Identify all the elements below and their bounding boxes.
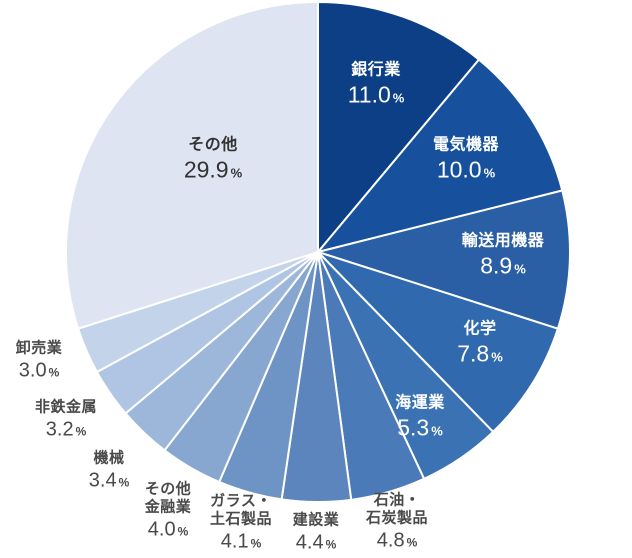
pie-slice-1[interactable] xyxy=(317,58,564,253)
pie-slice-3[interactable] xyxy=(317,251,559,433)
pie-slice-0[interactable] xyxy=(317,1,480,253)
pie-slice-12[interactable] xyxy=(65,1,319,330)
pie-slice-2[interactable] xyxy=(317,189,571,330)
